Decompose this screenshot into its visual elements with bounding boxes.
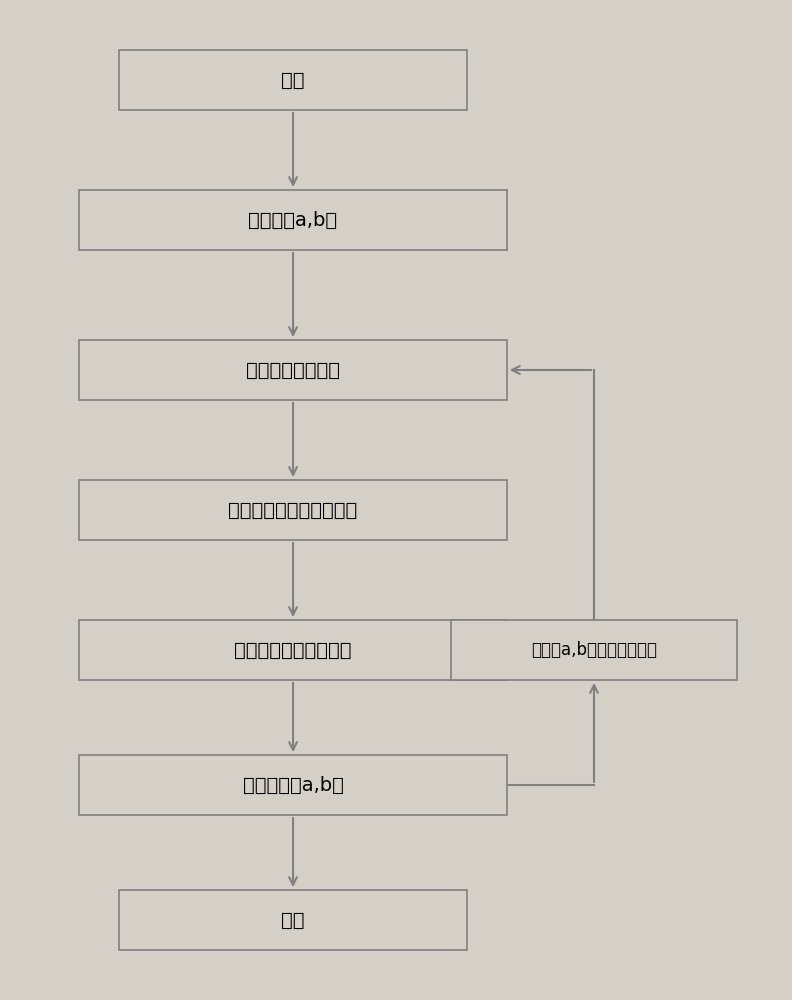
FancyBboxPatch shape — [79, 620, 507, 680]
Text: 将参数a,b代入滤波器矩阵: 将参数a,b代入滤波器矩阵 — [531, 641, 657, 659]
Text: 估计参数a,b値: 估计参数a,b値 — [249, 211, 337, 230]
Text: 基于最小二乘参数辨识: 基于最小二乘参数辨识 — [234, 641, 352, 660]
FancyBboxPatch shape — [79, 190, 507, 250]
FancyBboxPatch shape — [119, 890, 467, 950]
FancyBboxPatch shape — [79, 480, 507, 540]
FancyBboxPatch shape — [119, 50, 467, 110]
FancyBboxPatch shape — [79, 340, 507, 400]
FancyBboxPatch shape — [79, 755, 507, 815]
Text: 提取目标运动信息: 提取目标运动信息 — [246, 360, 340, 379]
Text: 基于卡尔曼滤波进行处理: 基于卡尔曼滤波进行处理 — [228, 500, 358, 520]
Text: 辨识出参数a,b値: 辨识出参数a,b値 — [242, 776, 344, 794]
FancyBboxPatch shape — [451, 620, 737, 680]
Text: 输出: 输出 — [281, 910, 305, 930]
Text: 输入: 输入 — [281, 70, 305, 90]
